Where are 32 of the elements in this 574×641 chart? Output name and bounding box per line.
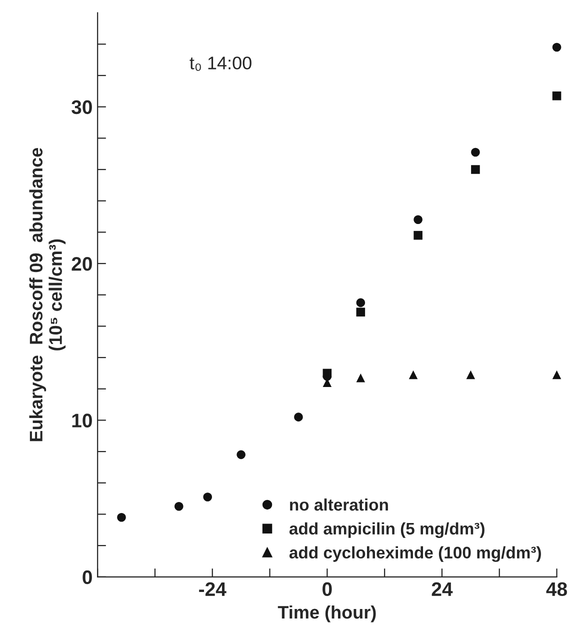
y-tick-label: 20 xyxy=(72,256,92,271)
point xyxy=(174,502,184,511)
x-tick-label: -24 xyxy=(199,582,226,596)
point xyxy=(356,374,366,382)
point xyxy=(356,308,366,316)
legend-label: no alteration xyxy=(290,498,388,511)
legend-label: add cycloheximde (100 mg/dm³) xyxy=(289,546,541,562)
point xyxy=(466,370,476,380)
y-tick-label: 10 xyxy=(72,414,92,428)
point xyxy=(471,165,480,174)
point xyxy=(117,512,126,522)
y-tick-label: 0 xyxy=(82,570,92,584)
annotation: t₀ 14:00 xyxy=(190,56,252,71)
point xyxy=(322,368,332,378)
point xyxy=(356,298,366,308)
point xyxy=(414,215,422,224)
point xyxy=(236,450,246,460)
x-tick-label: 24 xyxy=(432,582,453,596)
point xyxy=(294,412,303,422)
point xyxy=(414,230,422,240)
point xyxy=(552,42,562,52)
point xyxy=(408,370,418,380)
point xyxy=(471,148,480,157)
y-tick-label: 30 xyxy=(72,100,92,114)
point xyxy=(203,492,212,502)
y-axis-title: Eukaryote Roscoff 09 abundance (10⁵ cell/cm³) xyxy=(29,148,66,442)
x-tick-label: 0 xyxy=(322,582,332,596)
x-tick-label: 48 xyxy=(546,582,567,596)
x-axis-title: Time (hour) xyxy=(278,605,376,622)
legend-label: add ampicilin (5 mg/dm³) xyxy=(289,522,484,538)
point xyxy=(552,370,562,380)
point xyxy=(552,91,562,100)
